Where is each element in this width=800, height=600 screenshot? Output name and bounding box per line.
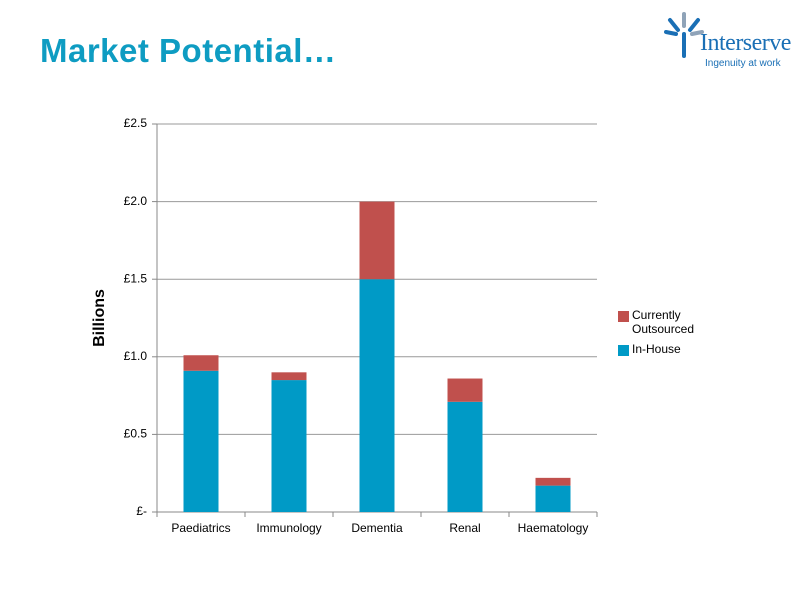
legend-swatch — [618, 311, 629, 322]
bar-segment — [447, 401, 483, 512]
x-tick-label: Paediatrics — [171, 521, 230, 535]
slide-title: Market Potential… — [40, 32, 337, 69]
y-tick-label: £2.0 — [124, 194, 148, 208]
bar-segment — [359, 279, 395, 512]
legend-label: In-House — [632, 342, 681, 356]
bar-segment — [535, 485, 571, 512]
y-tick-label: £1.0 — [124, 349, 148, 363]
logo-tagline: Ingenuity at work — [705, 58, 781, 69]
bar-segment — [183, 355, 219, 371]
logo-icon — [664, 12, 704, 58]
y-tick-label: £- — [136, 504, 147, 518]
bar-segment — [271, 372, 307, 381]
y-axis-label: Billions — [91, 289, 108, 347]
legend-swatch — [618, 345, 629, 356]
bar-segment — [359, 201, 395, 280]
bar-segment — [271, 380, 307, 512]
bar-segment — [447, 378, 483, 402]
x-tick-label: Renal — [449, 521, 480, 535]
legend-label: Currently Outsourced — [632, 308, 695, 336]
legend-item: Currently Outsourced — [618, 308, 718, 336]
logo-name: Interserve — [700, 30, 791, 56]
bar-segment — [535, 477, 571, 486]
x-tick-label: Dementia — [351, 521, 403, 535]
bar-segment — [183, 370, 219, 512]
legend: Currently Outsourced In-House — [618, 308, 718, 362]
legend-item: In-House — [618, 342, 718, 356]
y-tick-label: £1.5 — [124, 271, 148, 285]
x-tick-label: Immunology — [256, 521, 321, 535]
y-tick-label: £0.5 — [124, 427, 148, 441]
x-tick-label: Haematology — [518, 521, 589, 535]
y-tick-label: £2.5 — [124, 116, 148, 130]
